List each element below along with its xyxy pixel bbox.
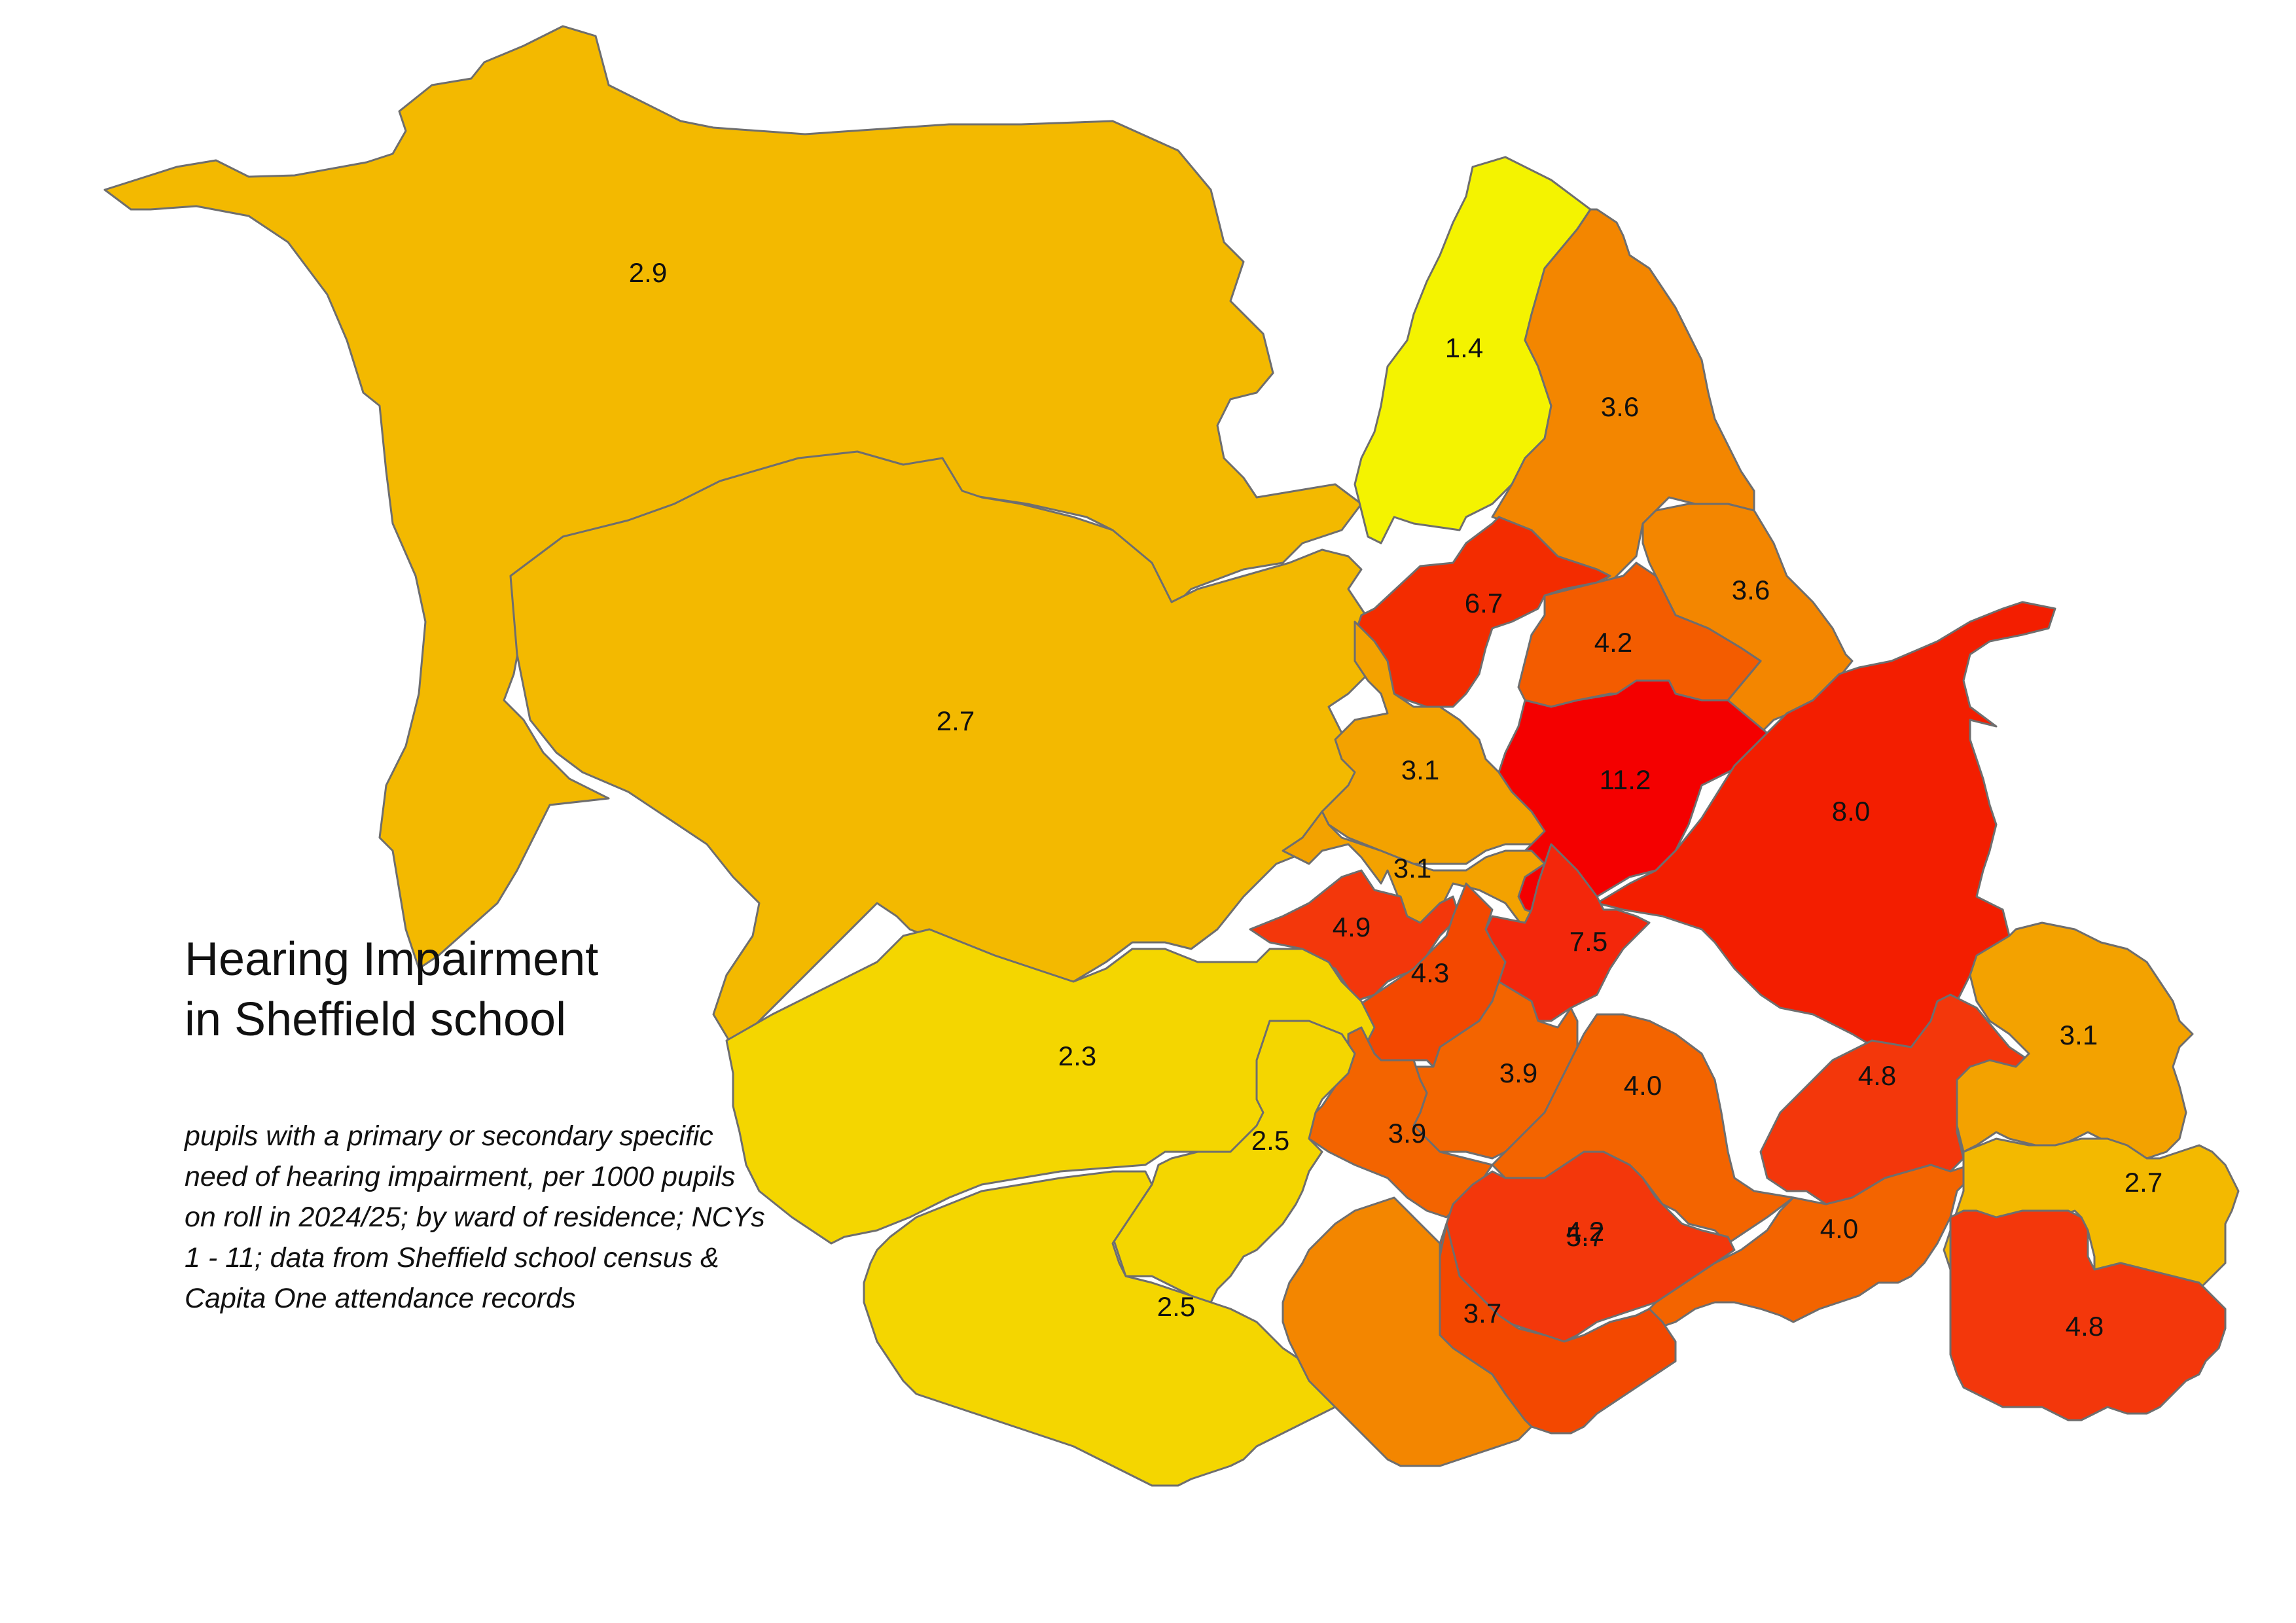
ward-value-label: 4.8 xyxy=(2066,1311,2104,1342)
ward-value-label: 1.4 xyxy=(1445,332,1483,363)
ward-value-label: 3.9 xyxy=(1388,1118,1426,1149)
ward-area xyxy=(863,1170,1336,1487)
ward-value-label: 7.5 xyxy=(1570,926,1607,957)
ward-value-label: 4.3 xyxy=(1411,957,1449,988)
ward-value-label: 3.6 xyxy=(1732,575,1770,605)
ward-value-label: 6.7 xyxy=(1465,588,1503,618)
ward-value-label: 4.0 xyxy=(1624,1070,1662,1101)
ward-value-label: 3.9 xyxy=(1499,1058,1537,1088)
ward-area xyxy=(1956,921,2194,1160)
ward-area xyxy=(103,25,1363,970)
ward-value-label: 2.7 xyxy=(2125,1167,2162,1198)
ward-value-label: 3.6 xyxy=(1601,391,1639,422)
ward-area xyxy=(1282,1196,1533,1467)
ward-value-label: 5.7 xyxy=(1566,1221,1604,1252)
ward-value-label: 11.2 xyxy=(1600,764,1651,795)
map-subtitle: pupils with a primary or secondary speci… xyxy=(185,1120,765,1314)
ward-value-label: 4.0 xyxy=(1820,1213,1858,1244)
ward-value-label: 4.2 xyxy=(1566,1216,1604,1247)
ward-area xyxy=(1949,1209,2227,1421)
ward-area xyxy=(1111,1020,1356,1304)
ward-value-label: 2.5 xyxy=(1157,1291,1195,1322)
ward-area xyxy=(1412,980,1579,1160)
ward-value-label: 4.9 xyxy=(1333,912,1371,942)
ward-value-label: 3.1 xyxy=(1393,853,1431,883)
map-title: Hearing Impairment in Sheffield school xyxy=(185,929,774,1050)
ward-value-label: 2.5 xyxy=(1251,1125,1289,1156)
ward-value-label: 4.2 xyxy=(1594,627,1632,658)
ward-area xyxy=(1596,601,2056,1055)
ward-value-label: 3.7 xyxy=(1463,1298,1501,1329)
ward-value-label: 3.1 xyxy=(2060,1020,2098,1050)
ward-value-label: 8.0 xyxy=(1832,796,1870,827)
ward-value-label: 2.9 xyxy=(629,257,667,288)
ward-value-label: 2.3 xyxy=(1058,1041,1096,1071)
ward-value-label: 3.1 xyxy=(1401,755,1439,785)
ward-area xyxy=(1321,620,1552,865)
ward-value-label: 2.7 xyxy=(937,705,975,736)
ward-area xyxy=(1249,869,1461,1003)
ward-area xyxy=(1282,810,1546,931)
ward-area xyxy=(1354,882,1507,1068)
map-title-text: Hearing Impairment in Sheffield school xyxy=(185,933,599,1046)
ward-value-label: 4.8 xyxy=(1858,1060,1896,1091)
